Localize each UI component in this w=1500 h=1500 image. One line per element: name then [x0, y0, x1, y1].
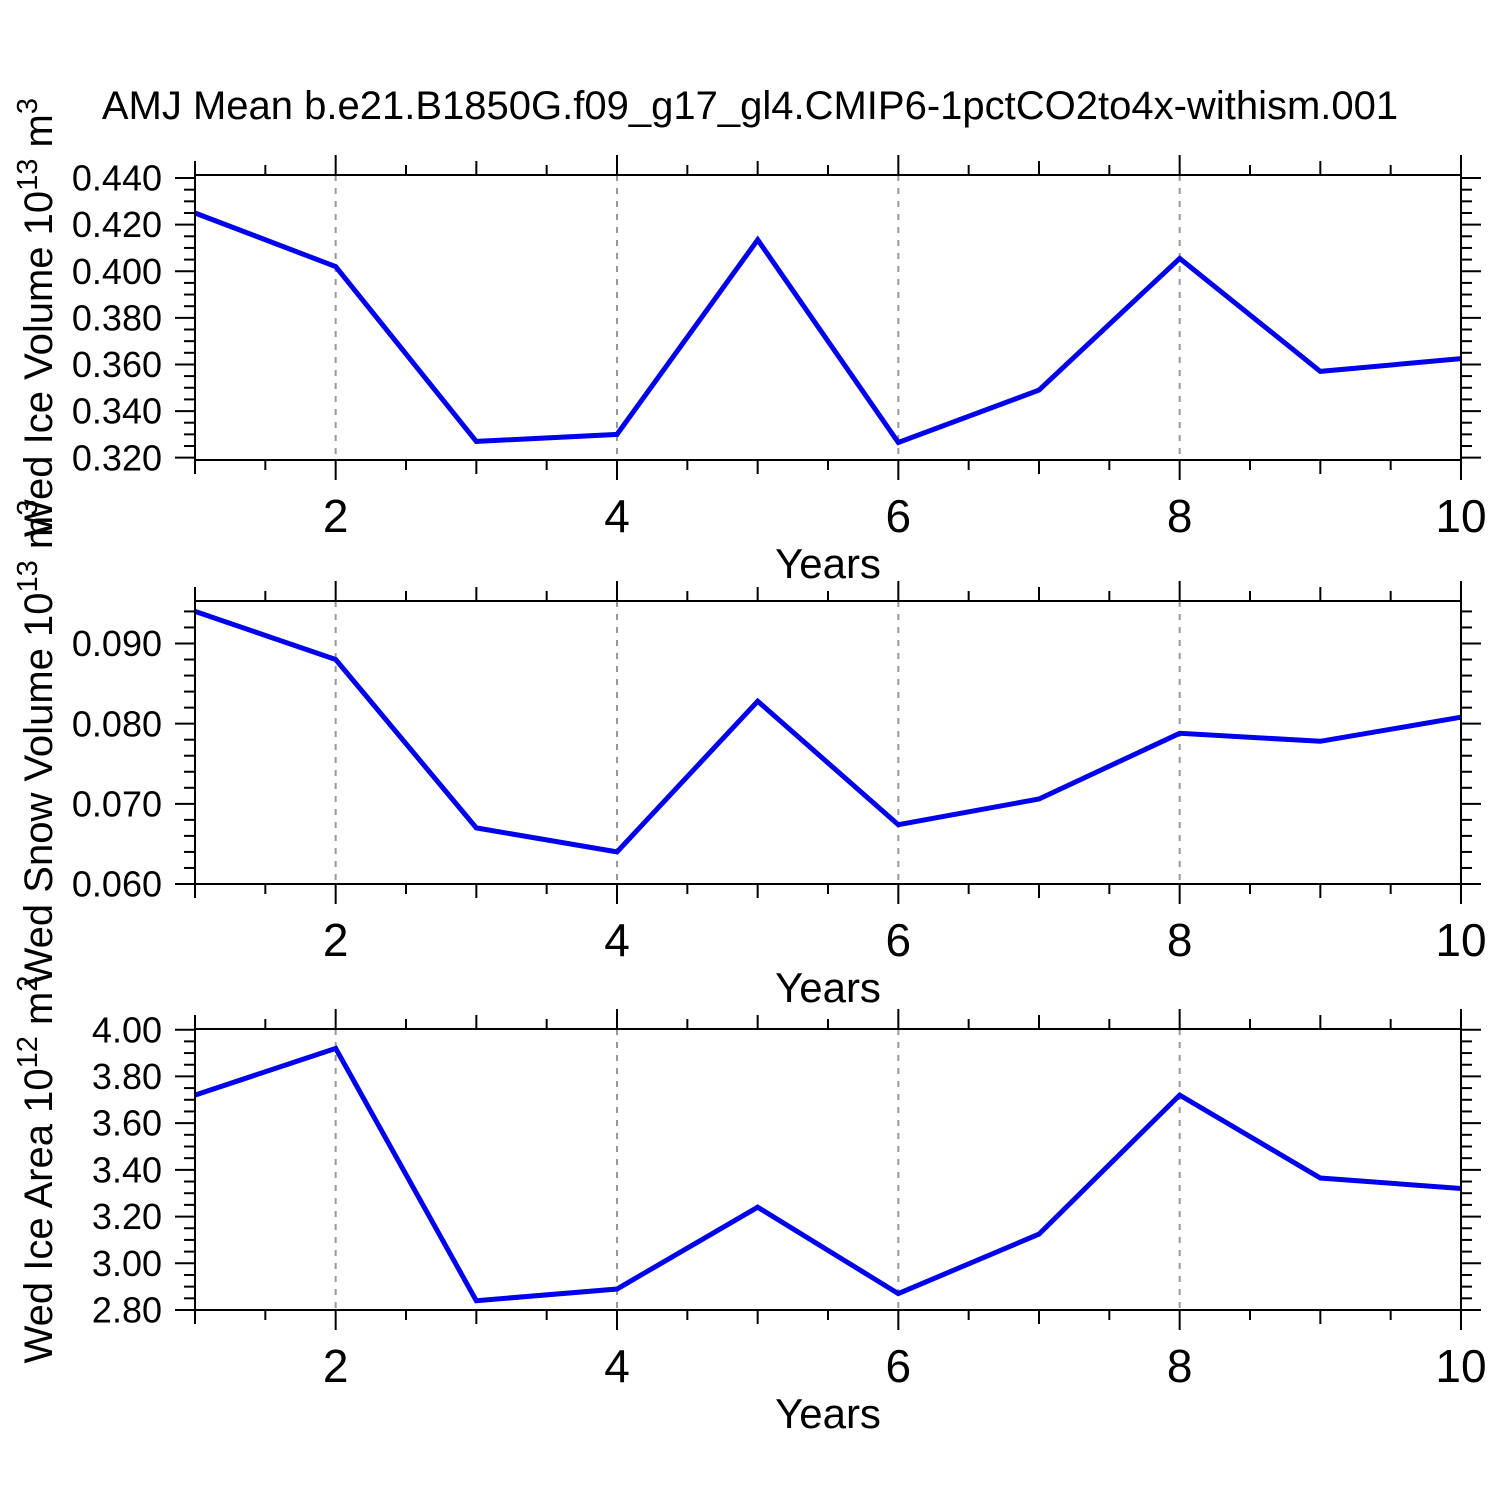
- x-tick-label: 10: [1435, 914, 1486, 966]
- x-tick-label: 2: [323, 914, 349, 966]
- x-tick-label: 8: [1167, 490, 1193, 542]
- y-tick-label: 3.20: [92, 1196, 162, 1237]
- figure-title: AMJ Mean b.e21.B1850G.f09_g17_gl4.CMIP6-…: [101, 84, 1399, 128]
- label-text: m: [17, 114, 61, 158]
- y-axis-title: Wed Snow Volume 1013 m3: [12, 500, 61, 986]
- label-text: m: [17, 992, 61, 1036]
- panel-3: 2.80 3.00 3.20 3.40 3.60 3.80 4.00 2 4 6 8 10 Years W…: [12, 976, 1487, 1437]
- x-tick-label: 10: [1435, 490, 1486, 542]
- superscript: 3: [12, 98, 44, 114]
- y-tick-label: 0.060: [72, 864, 162, 905]
- x-tick-label: 4: [604, 914, 630, 966]
- y-tick-label: 0.320: [72, 437, 162, 478]
- y-tick-label: 0.090: [72, 623, 162, 664]
- y-tick-label: 2.80: [92, 1290, 162, 1331]
- y-tick-label: 0.400: [72, 251, 162, 292]
- plot-box: [194, 600, 1462, 885]
- label-text: Wed Ice Area 10: [17, 1068, 61, 1363]
- x-tick-label: 4: [604, 1340, 630, 1392]
- y-tick-label: 3.60: [92, 1103, 162, 1144]
- superscript: 13: [12, 560, 44, 592]
- y-axis-title: Wed Ice Volume 1013 m3: [12, 98, 61, 537]
- panel-2: 0.060 0.070 0.080 0.090 2 4 6 8 10 Years Wed Snow …: [12, 500, 1487, 1011]
- y-tick-label: 0.070: [72, 783, 162, 824]
- x-tick-label: 6: [886, 490, 912, 542]
- data-line: [194, 609, 1462, 855]
- x-axis-title: Years: [775, 1390, 881, 1437]
- x-axis-title: Years: [775, 964, 881, 1011]
- x-tick-label: 10: [1435, 1340, 1486, 1392]
- superscript: 2: [12, 976, 44, 992]
- superscript: 12: [12, 1036, 44, 1068]
- y-tick-label: 0.440: [72, 158, 162, 199]
- y-tick-label: 0.080: [72, 703, 162, 744]
- y-tick-label: 4.00: [92, 1009, 162, 1050]
- x-tick-label: 2: [323, 490, 349, 542]
- x-tick-label: 6: [886, 1340, 912, 1392]
- y-tick-label: 0.420: [72, 204, 162, 245]
- x-axis-title: Years: [775, 540, 881, 587]
- plot-box: [194, 174, 1462, 461]
- x-tick-label: 8: [1167, 1340, 1193, 1392]
- superscript: 3: [12, 500, 44, 516]
- y-tick-label: 3.80: [92, 1056, 162, 1097]
- y-axis-title: Wed Ice Area 1012 m2: [12, 976, 61, 1364]
- plot-box: [194, 1028, 1462, 1311]
- y-tick-label: 3.40: [92, 1149, 162, 1190]
- label-text: m: [17, 516, 61, 560]
- x-tick-label: 4: [604, 490, 630, 542]
- label-text: Wed Snow Volume 10: [17, 593, 61, 986]
- x-tick-label: 6: [886, 914, 912, 966]
- y-tick-label: 0.360: [72, 344, 162, 385]
- x-tick-label: 2: [323, 1340, 349, 1392]
- label-text: Wed Ice Volume 10: [17, 191, 61, 537]
- x-tick-label: 8: [1167, 914, 1193, 966]
- panel-1: 0.320 0.340 0.360 0.380 0.400 0.420 0.440 2 4 6 8 1…: [12, 98, 1487, 587]
- y-tick-label: 3.00: [92, 1243, 162, 1284]
- y-tick-label: 0.340: [72, 391, 162, 432]
- y-tick-label: 0.380: [72, 297, 162, 338]
- data-line: [194, 1045, 1462, 1304]
- data-line: [194, 210, 1462, 446]
- superscript: 13: [12, 159, 44, 191]
